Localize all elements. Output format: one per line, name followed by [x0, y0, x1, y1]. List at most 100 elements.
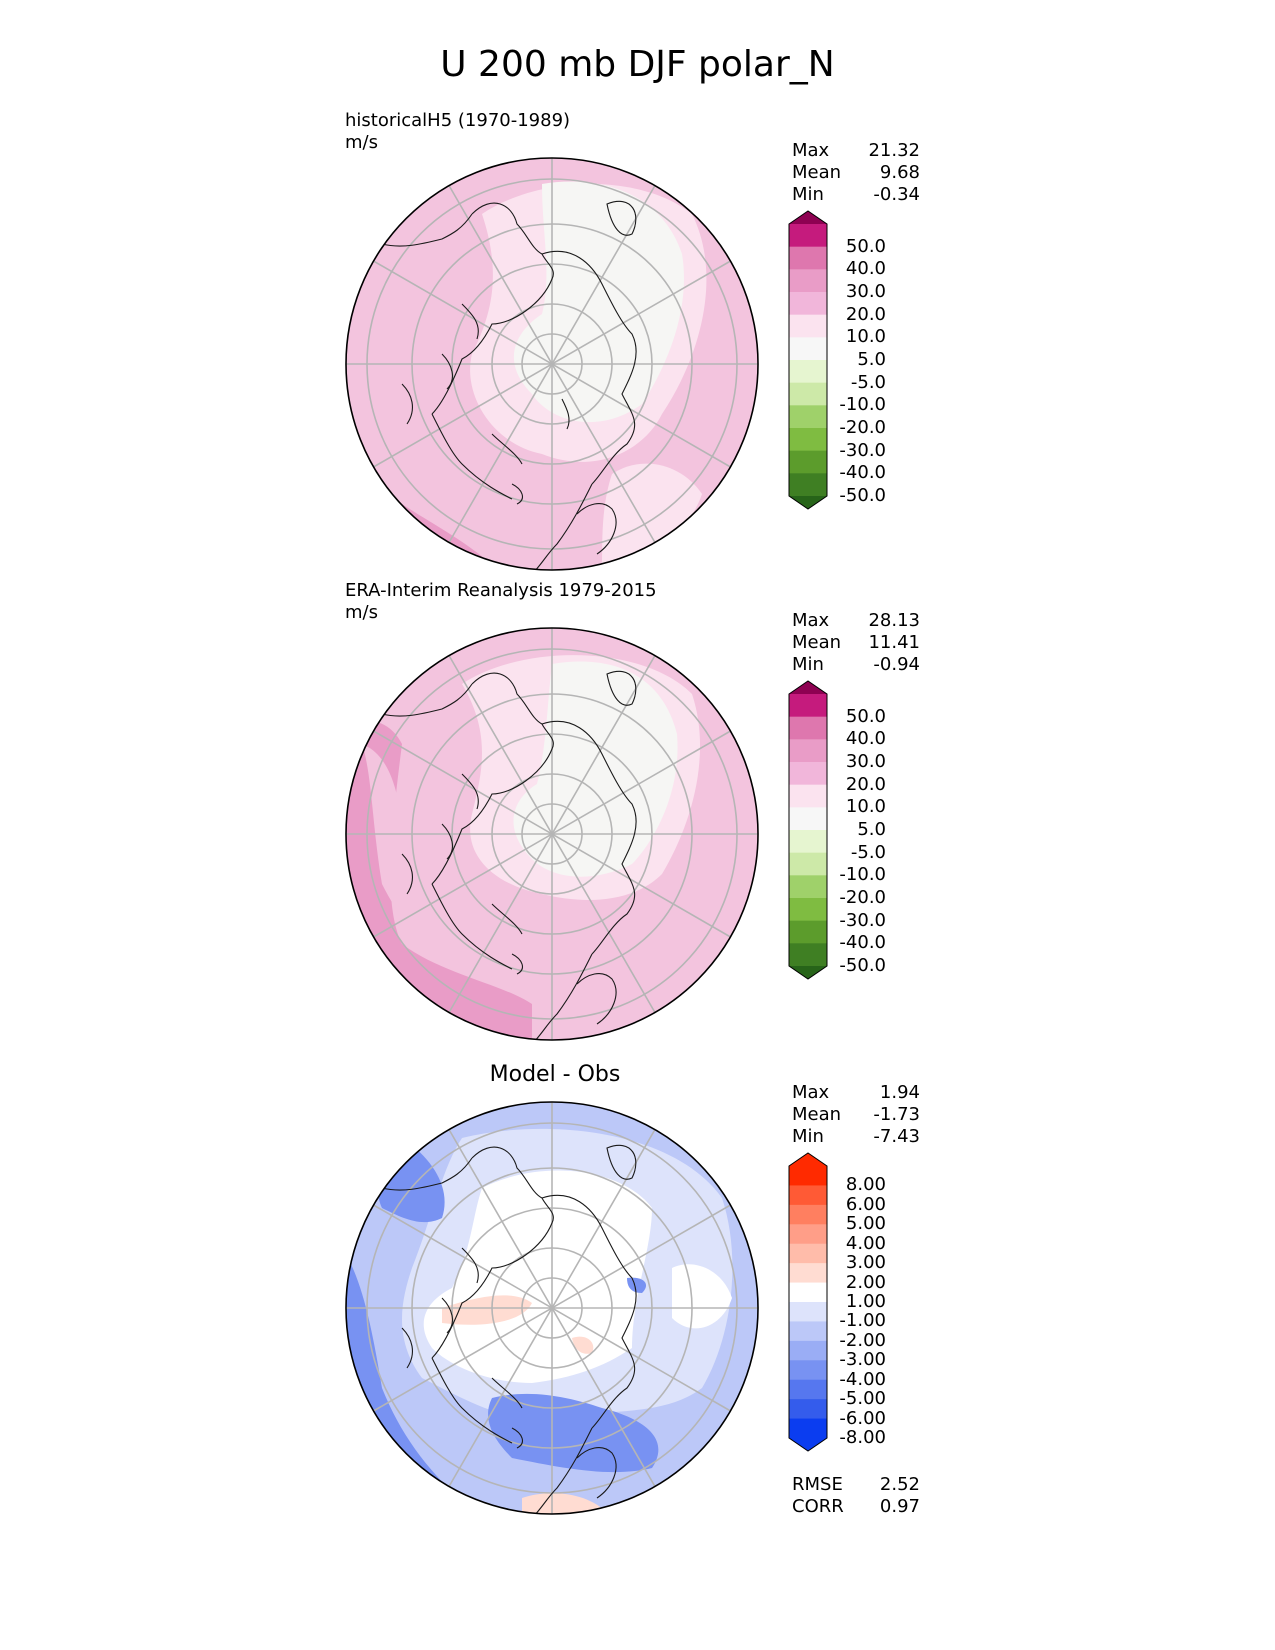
colorbar-tick-label: 10.0 — [845, 796, 886, 818]
map-fill-mid-4 — [627, 1277, 647, 1293]
colorbar-tick-label: 50.0 — [845, 235, 886, 257]
colorbar-tick-label: -20.0 — [839, 887, 886, 908]
stats-box: Max 21.32 Mean 9.68 Min -0.34 — [792, 140, 920, 206]
stat-mean: 11.41 — [868, 632, 920, 653]
colorbar-segment — [789, 360, 827, 384]
colorbar-tick-label: 30.0 — [845, 281, 886, 302]
stat-min: -0.94 — [873, 654, 920, 675]
stat-max-label: Max — [792, 140, 830, 161]
colorbar-tick-label: -8.00 — [839, 1427, 886, 1448]
map-border — [345, 157, 759, 571]
colorbar-extend-min — [789, 496, 827, 509]
colorbar-extend-max — [789, 211, 827, 224]
colorbar-segment — [789, 920, 827, 944]
graticule — [346, 628, 758, 1040]
colorbar-tick-label: -50.0 — [839, 955, 886, 976]
colorbar-segment — [789, 852, 827, 876]
colorbar-segment — [789, 450, 827, 474]
colorbar-segment — [789, 784, 827, 808]
stat-max: 28.13 — [868, 610, 920, 631]
colorbar-tick-label: -1.00 — [839, 1310, 886, 1332]
colorbar-segment — [789, 1321, 827, 1342]
colorbar-segment — [789, 1399, 827, 1420]
stat-min-label: Min — [792, 654, 824, 675]
stat-min-label: Min — [792, 1126, 824, 1147]
coastlines — [381, 1144, 637, 1514]
panel-units: m/s — [345, 132, 378, 153]
colorbar-tick-label: -30.0 — [839, 909, 886, 931]
map-border — [345, 627, 759, 1041]
panel-title: ERA-Interim Reanalysis 1979-2015 — [345, 580, 657, 601]
colorbar-tick-label: -10.0 — [839, 394, 886, 416]
stat-mean-label: Mean — [792, 1104, 842, 1125]
colorbar-segment — [789, 830, 827, 854]
colorbar-segment — [789, 1282, 827, 1303]
map-fill-white — [423, 1170, 652, 1383]
graticule — [346, 1102, 758, 1514]
map-fill-mid-3 — [488, 1393, 659, 1473]
stat-max: 1.94 — [879, 1082, 920, 1103]
colorbar-segment — [789, 314, 827, 338]
rmse-label: RMSE — [792, 1474, 843, 1495]
graticule — [346, 158, 758, 570]
colorbar-outline — [788, 680, 828, 980]
colorbar-outline — [788, 1152, 828, 1452]
stat-min: -7.43 — [873, 1126, 920, 1147]
colorbar-segment — [789, 1340, 827, 1361]
colorbar-segment — [789, 405, 827, 429]
colorbar-extend-max — [789, 681, 827, 694]
colorbar-extend-min — [789, 966, 827, 979]
colorbar-segment — [789, 898, 827, 922]
colorbar-segment — [789, 1224, 827, 1245]
colorbar-segment — [789, 1185, 827, 1206]
panel-diff: Model - Obs — [0, 1062, 1275, 1622]
panel-title: Model - Obs — [489, 1062, 621, 1087]
colorbar-tick-label: 30.0 — [845, 751, 886, 772]
colorbar-tick-label: 8.00 — [845, 1174, 886, 1196]
colorbar-segment — [789, 473, 827, 497]
error-stats: RMSE 2.52 CORR 0.97 — [792, 1474, 920, 1518]
map-fill-white-2 — [672, 1264, 732, 1329]
coastlines — [381, 670, 637, 1040]
colorbar-tick-label: -30.0 — [839, 439, 886, 461]
colorbar — [788, 210, 828, 510]
corr-label: CORR — [792, 1496, 844, 1517]
stat-mean: 9.68 — [879, 162, 920, 183]
colorbar-tick-label: 3.00 — [845, 1252, 886, 1274]
colorbar-tick-label: 40.0 — [845, 258, 886, 280]
polar-map — [345, 157, 759, 571]
polar-map — [345, 627, 759, 1041]
colorbar-segment — [789, 1302, 827, 1322]
colorbar-tick-label: -4.00 — [839, 1368, 886, 1390]
rmse-value: 2.52 — [879, 1474, 920, 1495]
stats-box: Max 28.13 Mean 11.41 Min -0.94 — [792, 610, 920, 676]
colorbar-segment — [789, 337, 827, 361]
figure-title: U 200 mb DJF polar_N — [440, 44, 835, 85]
colorbar-tick-label: -5.0 — [850, 841, 886, 863]
stat-min: -0.34 — [873, 184, 920, 205]
colorbar-tick-label: -20.0 — [839, 417, 886, 438]
colorbar-segment — [789, 943, 827, 967]
colorbar-tick-label: 5.0 — [857, 349, 886, 370]
map-fill-base-2 — [362, 744, 452, 954]
colorbar — [788, 680, 828, 980]
colorbar-tick-label: 10.0 — [845, 326, 886, 348]
colorbar-segment — [789, 1379, 827, 1400]
panel-title: historicalH5 (1970-1989) — [345, 110, 571, 131]
map-fill-pink-2 — [572, 1336, 594, 1354]
colorbar-tick-label: 20.0 — [845, 773, 886, 795]
colorbar-extend-max — [789, 1153, 827, 1166]
colorbar-tick-label: -6.00 — [839, 1407, 886, 1429]
colorbar-segment — [789, 739, 827, 763]
colorbar-tick-label: -50.0 — [839, 485, 886, 506]
colorbar-segment — [789, 428, 827, 452]
colorbar-segment — [789, 716, 827, 740]
polar-map — [345, 1101, 759, 1515]
colorbar-outline — [788, 210, 828, 510]
stat-mean: -1.73 — [873, 1104, 920, 1125]
panel-units: m/s — [345, 602, 378, 623]
stat-mean-label: Mean — [792, 632, 842, 653]
stat-min-label: Min — [792, 184, 824, 205]
colorbar — [788, 1152, 828, 1452]
colorbar-segment — [789, 1263, 827, 1284]
